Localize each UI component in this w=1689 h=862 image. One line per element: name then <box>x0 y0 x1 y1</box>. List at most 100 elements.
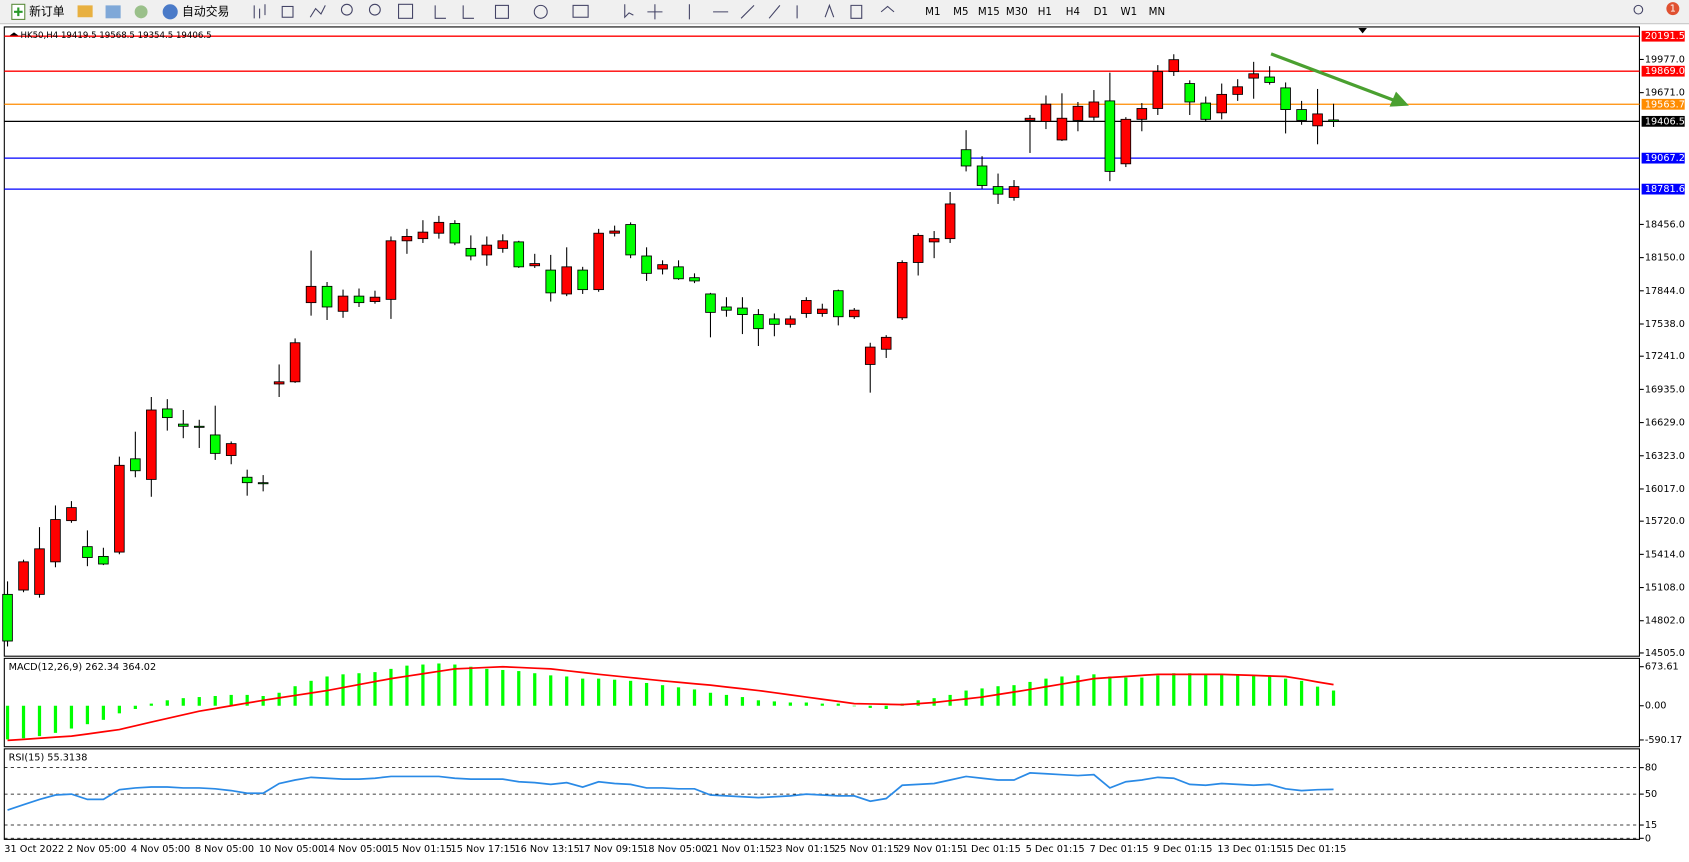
macd-bar <box>1331 690 1336 706</box>
icon[interactable] <box>1633 4 1644 15</box>
timeframe-button[interactable]: M5 <box>953 7 968 18</box>
candle-body <box>912 234 924 263</box>
new-order-button[interactable]: 新订单 <box>11 3 65 20</box>
icon[interactable] <box>624 4 634 19</box>
candle-body <box>880 336 892 350</box>
icon[interactable] <box>880 5 895 13</box>
candle-body <box>257 482 269 485</box>
icon[interactable] <box>494 4 509 19</box>
macd-bar <box>788 702 792 706</box>
y-tick-label: 17844.0 <box>1645 286 1685 297</box>
x-tick-label: 21 Nov 01:15 <box>706 844 771 855</box>
x-tick-label: 15 Nov 01:15 <box>387 844 452 855</box>
macd-bar <box>453 664 457 706</box>
candle-body <box>801 300 812 314</box>
candle-body <box>433 221 445 234</box>
icon[interactable] <box>434 5 474 19</box>
x-tick-label: 15 Dec 01:15 <box>1281 844 1346 855</box>
macd-bar <box>101 705 106 720</box>
notification-count: 1 <box>1670 4 1676 15</box>
y-tick-label: 50 <box>1645 789 1657 800</box>
level-label-box <box>1641 30 1685 42</box>
candle-body <box>18 561 29 591</box>
candle-body <box>321 285 333 308</box>
icon[interactable] <box>253 4 266 19</box>
level-label: 19067.2 <box>1645 153 1685 164</box>
y-tick-label: 15414.0 <box>1645 549 1685 560</box>
candle-body <box>545 269 556 294</box>
macd-bar <box>868 705 872 708</box>
candle-body <box>673 266 684 280</box>
timeframe-button[interactable]: M1 <box>925 7 940 18</box>
timeframe-button[interactable]: H1 <box>1038 7 1052 18</box>
candle-body <box>1248 73 1259 79</box>
macd-bar <box>772 701 776 706</box>
x-tick-label: 10 Nov 05:00 <box>259 844 324 855</box>
icon[interactable] <box>368 3 381 16</box>
macd-bar <box>181 698 185 706</box>
macd-bar <box>149 703 153 706</box>
candle-body <box>34 548 45 595</box>
icon[interactable] <box>533 4 548 19</box>
candle-body <box>529 263 541 267</box>
candle-body <box>864 346 876 365</box>
candle-body <box>465 247 477 257</box>
macd-bar <box>836 703 840 706</box>
icon[interactable] <box>281 5 294 18</box>
candle-body <box>577 269 588 291</box>
timeframe-button[interactable]: D1 <box>1094 7 1108 18</box>
y-tick-label: -590.17 <box>1645 735 1682 746</box>
symbol-marker <box>9 32 19 36</box>
chart-title: HK50,H4 19419.5 19568.5 19354.5 19406.5 <box>20 31 211 41</box>
icon[interactable] <box>134 5 148 19</box>
x-tick-label: 15 Nov 17:15 <box>451 844 516 855</box>
timeframe-button[interactable]: M15 <box>978 7 1000 18</box>
macd-bar <box>884 705 888 709</box>
candle-body <box>417 231 429 240</box>
macd-bar <box>421 664 425 706</box>
macd-bar <box>996 686 1000 706</box>
icon[interactable] <box>309 5 326 18</box>
x-tick-label: 4 Nov 05:00 <box>131 844 190 855</box>
macd-bar <box>1204 674 1208 706</box>
timeframe-button[interactable]: W1 <box>1121 7 1138 18</box>
icon[interactable] <box>340 3 353 16</box>
candle-body <box>449 223 461 244</box>
auto-trading-button[interactable]: 自动交易 <box>162 4 230 20</box>
icon[interactable] <box>105 5 121 19</box>
icon[interactable] <box>77 5 93 18</box>
candle-body <box>209 434 221 454</box>
timeframe-button[interactable]: H4 <box>1066 7 1080 18</box>
notification-badge[interactable] <box>1666 2 1680 16</box>
macd-bar <box>740 697 745 706</box>
macd-bar <box>724 694 729 706</box>
icon[interactable] <box>572 4 589 18</box>
candle-body <box>1216 93 1227 114</box>
timeframe-button[interactable]: M30 <box>1006 7 1028 18</box>
panel-title: RSI(15) 55.3138 <box>9 752 88 763</box>
icon[interactable] <box>398 3 414 19</box>
macd-bar <box>1188 673 1192 706</box>
y-tick-label: 17241.0 <box>1645 351 1685 362</box>
x-tick-label: 31 Oct 2022 <box>4 844 64 855</box>
level-label: 20191.5 <box>1645 31 1685 42</box>
tool-icons <box>253 3 1644 20</box>
main-panel <box>3 26 1640 657</box>
macd-bar <box>1124 677 1128 706</box>
macd-bar <box>357 673 361 706</box>
timeframe-button[interactable]: MN <box>1149 7 1165 18</box>
icon <box>162 4 178 20</box>
macd-bar <box>597 678 601 706</box>
icon[interactable] <box>647 3 863 20</box>
macd-bar <box>1268 675 1272 706</box>
candle-body <box>82 546 93 558</box>
candle-body <box>1328 119 1339 122</box>
y-tick-label: 16935.0 <box>1645 384 1685 395</box>
candle-body <box>1152 71 1164 109</box>
macd-bar <box>1092 674 1096 706</box>
y-tick-label: 15 <box>1645 820 1657 831</box>
x-tick-label: 29 Nov 01:15 <box>898 844 963 855</box>
macd-bar <box>1252 675 1256 706</box>
candle-body <box>98 555 109 565</box>
